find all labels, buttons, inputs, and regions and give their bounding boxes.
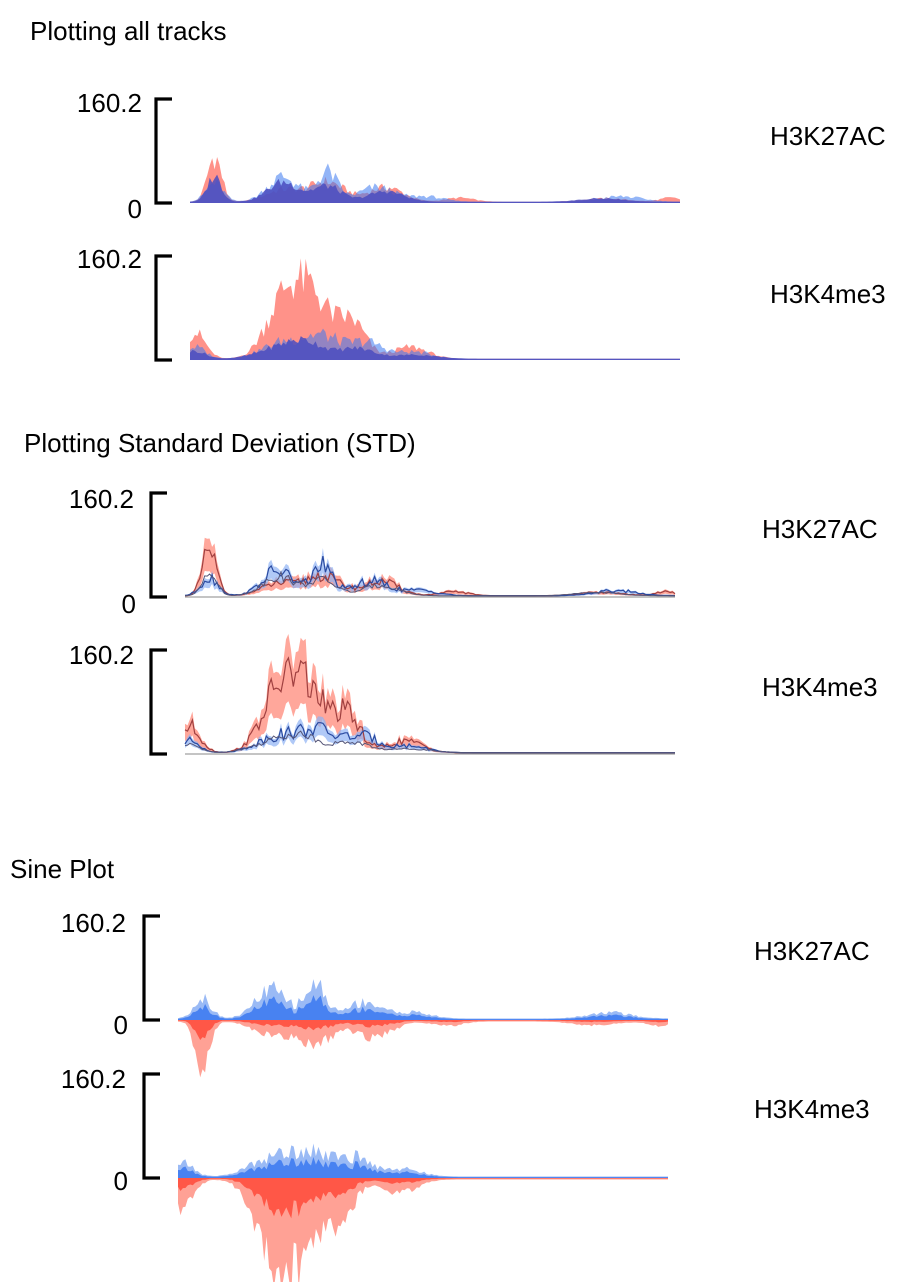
sine-area-red-light xyxy=(178,1178,668,1282)
track-plot-sine-h3k4me3 xyxy=(142,1072,668,1282)
y-axis-bracket xyxy=(142,1072,160,1180)
ymax-label: 160.2 xyxy=(60,908,126,938)
track-plot-std-h3k27ac xyxy=(149,491,676,599)
y-axis-bracket xyxy=(149,491,167,599)
ymax-label: 160.2 xyxy=(76,88,142,118)
section-title-std: Plotting Standard Deviation (STD) xyxy=(24,428,416,458)
track-plot-all-h3k27ac xyxy=(154,97,680,205)
mean-line-blue xyxy=(184,555,676,597)
series-area-red xyxy=(190,258,680,360)
y-axis-bracket xyxy=(149,648,167,756)
track-label-h3k4me3: H3K4me3 xyxy=(762,672,878,702)
sine-area-red xyxy=(178,1020,668,1040)
track-label-h3k4me3: H3K4me3 xyxy=(754,1094,870,1124)
track-label-h3k27ac: H3K27AC xyxy=(754,936,870,966)
sine-area-blue xyxy=(178,1157,668,1178)
zero-label: 0 xyxy=(113,1010,128,1040)
y-axis-bracket xyxy=(154,254,172,362)
track-label-h3k27ac: H3K27AC xyxy=(762,514,878,544)
section-title-sine: Sine Plot xyxy=(10,854,115,884)
series-area-navy xyxy=(190,174,680,203)
std-band-red xyxy=(185,634,675,754)
zero-label: 0 xyxy=(121,589,136,619)
zero-label: 0 xyxy=(113,1166,128,1196)
track-label-h3k4me3: H3K4me3 xyxy=(770,279,886,309)
zero-label: 0 xyxy=(127,194,142,224)
track-label-h3k27ac: H3K27AC xyxy=(770,121,886,151)
track-plot-sine-h3k27ac xyxy=(142,914,668,1078)
section-title-all-tracks: Plotting all tracks xyxy=(30,16,227,46)
ymax-label: 160.2 xyxy=(76,244,142,274)
track-plot-all-h3k4me3 xyxy=(154,254,680,362)
y-axis-bracket xyxy=(154,97,172,205)
ymax-label: 160.2 xyxy=(68,640,134,670)
ymax-label: 160.2 xyxy=(60,1064,126,1094)
mean-line-navy xyxy=(184,570,675,597)
series-area-navy xyxy=(190,336,680,360)
sine-area-red-light xyxy=(178,1020,668,1078)
sine-area-red xyxy=(178,1178,668,1219)
mean-line-navy xyxy=(184,730,675,754)
sine-area-blue xyxy=(178,995,668,1020)
track-plot-std-h3k4me3 xyxy=(149,634,675,756)
y-axis-bracket xyxy=(142,914,160,1022)
ymax-label: 160.2 xyxy=(68,484,134,514)
